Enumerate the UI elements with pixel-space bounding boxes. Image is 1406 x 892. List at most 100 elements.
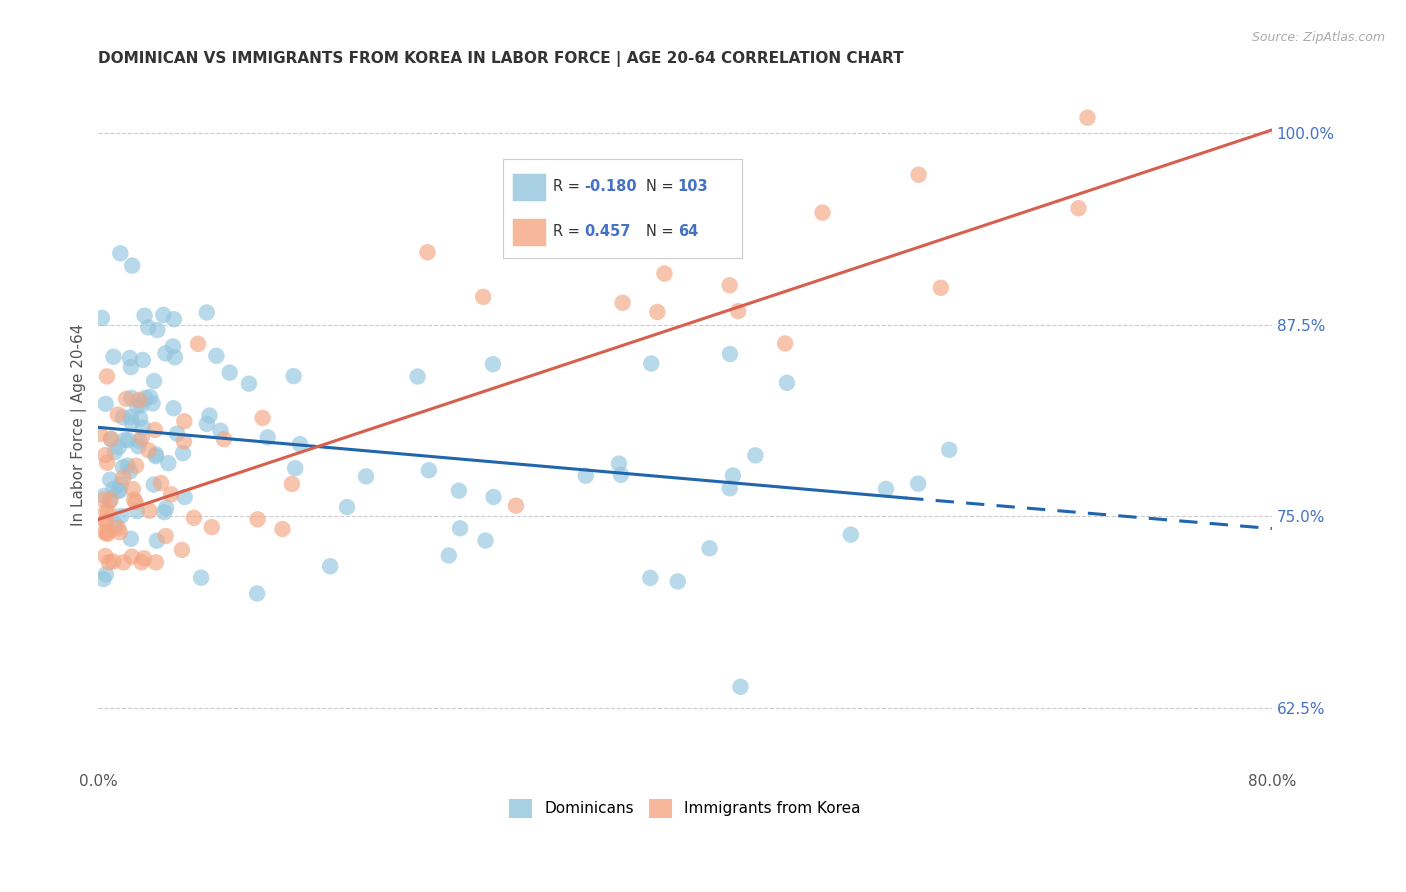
Point [97,555,120,569]
Point [94,567,117,582]
Point [110,477,132,491]
Point [118,465,141,479]
Point [721,468,744,483]
Point [93,492,115,507]
Point [319,559,342,574]
Point [938,442,960,457]
Point [647,305,669,319]
Point [907,476,929,491]
Point [115,392,138,406]
Point [246,586,269,600]
Point [195,417,218,431]
Point [129,411,152,425]
Point [124,495,146,509]
Point [104,517,127,532]
Point [94,549,117,563]
Point [121,415,143,429]
Point [138,443,160,458]
Point [131,555,153,569]
Point [142,396,165,410]
Point [718,278,741,293]
Point [107,483,129,498]
Point [839,527,862,541]
Point [170,543,193,558]
Point [201,520,224,534]
Point [108,483,131,498]
Point [776,376,799,390]
Point [187,336,209,351]
Point [107,408,129,422]
Point [447,483,470,498]
Point [89,426,111,441]
Point [162,339,184,353]
Point [134,309,156,323]
Point [155,346,177,360]
Point [256,430,278,444]
Point [131,431,153,445]
Point [875,482,897,496]
Point [160,487,183,501]
FancyBboxPatch shape [512,173,546,202]
Point [132,420,155,434]
Point [96,527,118,541]
Point [929,281,952,295]
Point [406,369,429,384]
Point [212,432,235,446]
Point [103,482,125,496]
Point [252,410,274,425]
Point [100,432,122,446]
Point [132,352,155,367]
Point [93,525,115,540]
Point [150,475,173,490]
Point [157,456,180,470]
Point [173,490,195,504]
Point [162,401,184,416]
Point [336,500,359,514]
Point [163,312,186,326]
Point [110,508,132,523]
Point [134,391,156,405]
Point [107,440,129,454]
Point [131,398,153,412]
Point [98,493,121,508]
Point [93,572,115,586]
Point [718,347,741,361]
Point [143,374,166,388]
Point [132,551,155,566]
Point [94,397,117,411]
Point [172,446,194,460]
Text: 103: 103 [678,179,709,194]
Point [640,357,662,371]
Text: DOMINICAN VS IMMIGRANTS FROM KOREA IN LABOR FORCE | AGE 20-64 CORRELATION CHART: DOMINICAN VS IMMIGRANTS FROM KOREA IN LA… [98,51,904,67]
Point [575,468,598,483]
Point [155,529,177,543]
Point [128,392,150,407]
Point [190,571,212,585]
Y-axis label: In Labor Force | Age 20-64: In Labor Force | Age 20-64 [72,323,87,525]
Point [610,467,633,482]
Point [155,500,177,515]
Point [145,447,167,461]
Text: 64: 64 [678,224,697,239]
Point [612,295,634,310]
Point [121,482,143,496]
Point [474,533,496,548]
Point [125,458,148,473]
Point [284,461,307,475]
Point [96,369,118,384]
Point [117,458,139,473]
Text: N =: N = [647,179,679,194]
Point [811,205,834,219]
Point [107,521,129,535]
Point [96,515,118,529]
Point [195,305,218,319]
Point [138,504,160,518]
Point [125,504,148,518]
Point [125,399,148,413]
Point [718,481,741,495]
Point [112,555,135,569]
Point [94,448,117,462]
Point [94,505,117,519]
Point [93,489,115,503]
Point [112,470,135,484]
